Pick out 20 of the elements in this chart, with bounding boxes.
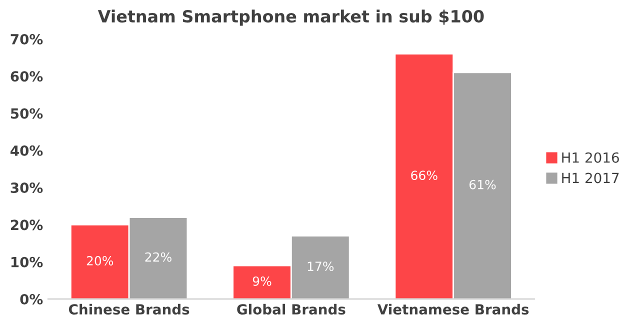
chart-title: Vietnam Smartphone market in sub $100	[98, 10, 484, 26]
x-tick-label: Chinese Brands	[68, 304, 190, 315]
x-tick-label: Global Brands	[237, 304, 346, 315]
data-label: 66%	[411, 170, 438, 180]
data-label: 61%	[470, 180, 496, 190]
data-label: 22%	[145, 252, 172, 262]
y-tick-label: 30%	[10, 182, 43, 194]
data-label: 17%	[308, 262, 334, 272]
y-tick-label: 40%	[10, 145, 43, 156]
y-tick-label: 0%	[20, 294, 43, 304]
legend-label: H1 2017	[562, 172, 619, 184]
data-label: 20%	[86, 256, 114, 266]
data-label: 9%	[252, 276, 272, 286]
x-tick-label: Vietnamese Brands	[377, 304, 529, 315]
legend-label: H1 2016	[562, 152, 619, 163]
y-tick-label: 50%	[10, 108, 43, 119]
y-tick-label: 10%	[11, 256, 43, 268]
y-tick-label: 20%	[10, 220, 43, 230]
y-tick-label: 60%	[10, 71, 43, 82]
y-tick-label: 70%	[10, 34, 43, 44]
